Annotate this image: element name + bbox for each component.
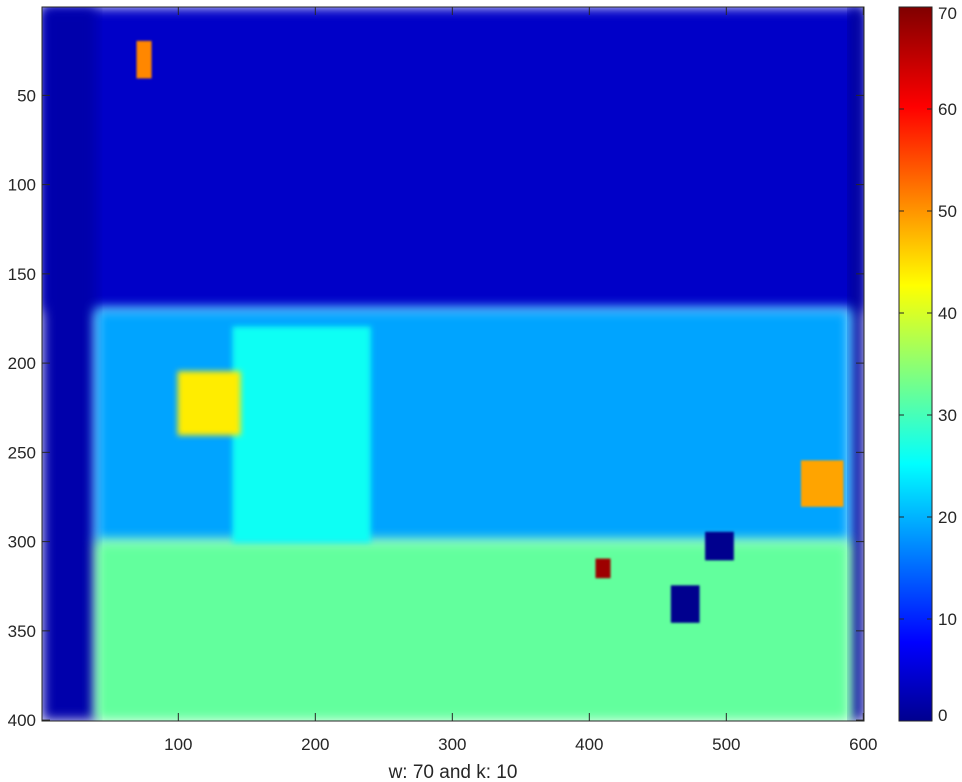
colorbar-tick-label: 20: [938, 508, 957, 527]
y-tick-label: 50: [17, 86, 36, 105]
colorbar-tick-label: 0: [938, 706, 947, 725]
heatmap-region: [42, 7, 864, 311]
heatmap-image: [42, 7, 864, 721]
heatmap-region: [848, 7, 864, 721]
colorbar-tick-label: 50: [938, 202, 957, 221]
x-tick-label: 100: [164, 735, 192, 754]
heatmap-region: [42, 7, 97, 721]
y-tick-label: 350: [8, 622, 36, 641]
x-tick-label: 200: [301, 735, 329, 754]
heatmap-region: [177, 371, 241, 436]
colorbar: 0 10 20 30 40 50 60 70: [898, 4, 957, 725]
y-tick-label: 200: [8, 354, 36, 373]
heatmap-region: [595, 558, 611, 579]
heatmap-region: [800, 460, 844, 507]
colorbar-tick-label: 30: [938, 406, 957, 425]
colorbar-gradient: [899, 7, 932, 721]
heatmap-region: [95, 540, 851, 721]
heatmap-region: [705, 531, 734, 561]
y-tick-label: 150: [8, 265, 36, 284]
x-tick-label: 400: [575, 735, 603, 754]
colorbar-tick-label: 60: [938, 100, 957, 119]
x-tick-label: 600: [849, 735, 877, 754]
plot-frame: [41, 6, 865, 722]
y-tick-label: 250: [8, 443, 36, 462]
colorbar-frame: [898, 6, 933, 722]
y-tick-label: 100: [8, 176, 36, 195]
heatmap-region: [232, 326, 371, 543]
y-tick-label: 300: [8, 533, 36, 552]
y-axis: 50 100 150 200 250 300 350 400: [8, 86, 864, 730]
x-axis-label: w: 70 and k: 10: [388, 762, 518, 782]
y-tick-label: 400: [8, 711, 36, 730]
x-tick-label: 500: [712, 735, 740, 754]
colorbar-tick-label: 10: [938, 610, 957, 629]
heatmap-region: [670, 585, 700, 623]
heatmap-region: [136, 40, 152, 79]
colorbar-ticks: 0 10 20 30 40 50 60 70: [899, 4, 957, 725]
colorbar-tick-label: 40: [938, 304, 957, 323]
colorbar-tick-label: 70: [938, 4, 957, 23]
x-tick-label: 300: [438, 735, 466, 754]
